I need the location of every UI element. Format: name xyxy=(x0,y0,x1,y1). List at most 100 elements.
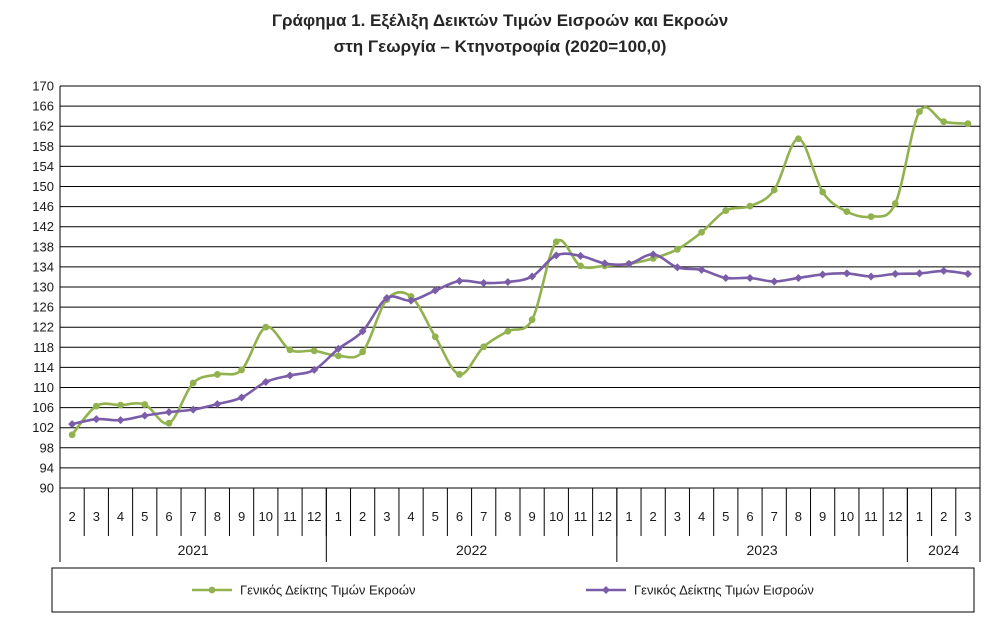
x-tick-label: 2 xyxy=(68,509,75,524)
data-point xyxy=(116,416,125,425)
x-tick-label: 12 xyxy=(598,509,612,524)
gridlines xyxy=(60,85,980,489)
x-tick-label: 9 xyxy=(238,509,245,524)
data-point xyxy=(480,343,488,351)
y-tick-label: 94 xyxy=(40,460,54,475)
year-label: 2024 xyxy=(928,542,959,558)
x-tick-label: 8 xyxy=(795,509,802,524)
data-point xyxy=(92,402,100,410)
x-tick-label: 11 xyxy=(864,509,878,524)
data-point xyxy=(189,379,197,387)
y-tick-label: 110 xyxy=(33,380,54,395)
data-point xyxy=(382,294,391,303)
data-point xyxy=(577,262,584,270)
y-tick-label: 118 xyxy=(33,340,54,355)
legend-label: Γενικός Δείκτης Τιμών Εκροών xyxy=(240,583,416,598)
data-point xyxy=(528,316,536,324)
data-point xyxy=(503,277,512,286)
y-tick-label: 150 xyxy=(32,179,54,194)
data-point xyxy=(407,293,415,300)
data-point xyxy=(843,208,851,216)
data-point xyxy=(92,415,101,424)
x-tick-label: 4 xyxy=(698,509,705,524)
x-tick-label: 6 xyxy=(456,509,463,524)
data-point xyxy=(600,259,609,268)
legend-marker xyxy=(208,586,216,594)
data-point xyxy=(746,202,754,210)
data-point xyxy=(479,278,488,287)
data-point xyxy=(770,186,778,194)
series-line-1 xyxy=(71,105,968,436)
data-point xyxy=(261,377,270,386)
data-point xyxy=(916,108,923,116)
plot-area xyxy=(68,105,972,439)
data-point xyxy=(286,346,294,354)
legend: Γενικός Δείκτης Τιμών Εκροών Γενικός Δείκ… xyxy=(51,567,975,613)
x-tick-label: 2 xyxy=(359,509,366,524)
data-point xyxy=(697,265,706,274)
y-axis: 9094981021061101141181221261301341381421… xyxy=(32,79,981,562)
x-tick-label: 10 xyxy=(259,509,273,524)
data-point xyxy=(238,366,245,374)
x-tick-label: 3 xyxy=(964,509,971,524)
x-tick-label: 1 xyxy=(625,509,632,524)
x-tick-label: 12 xyxy=(307,509,321,524)
data-point xyxy=(842,269,851,278)
data-point xyxy=(795,135,802,143)
data-point xyxy=(819,188,827,196)
x-tick-label: 8 xyxy=(504,509,511,524)
y-tick-label: 106 xyxy=(32,400,54,415)
x-tick-label: 11 xyxy=(574,509,588,524)
data-point xyxy=(649,254,657,262)
data-point xyxy=(673,245,681,253)
x-axis: 2 3 4 5 6 7 8 9 10 11 12 1 2 3 4 5 6 7 8 9 10 11 12 1 2 3 4 5 6 7 8 9 10… xyxy=(59,488,981,562)
data-point xyxy=(818,270,827,279)
data-point xyxy=(576,251,585,260)
x-tick-label: 3 xyxy=(383,509,390,524)
chart-title-line-1: Γράφημα 1. Εξέλιξη Δεικτών Τιμών Εισροών… xyxy=(271,11,729,30)
year-label: 2022 xyxy=(456,542,487,558)
y-tick-label: 162 xyxy=(32,119,54,134)
data-point xyxy=(140,411,149,420)
data-point xyxy=(310,365,319,374)
data-point xyxy=(964,120,972,128)
data-point xyxy=(528,272,537,281)
y-tick-label: 122 xyxy=(32,320,54,335)
data-point xyxy=(552,251,561,260)
y-tick-label: 130 xyxy=(32,280,54,295)
data-point xyxy=(649,250,658,259)
data-point xyxy=(431,333,439,341)
data-point xyxy=(794,273,803,282)
x-tick-label: 11 xyxy=(283,509,297,524)
data-point xyxy=(359,348,367,356)
y-tick-label: 170 xyxy=(32,79,54,94)
data-point xyxy=(431,286,440,295)
data-point xyxy=(286,371,294,380)
data-point xyxy=(310,347,318,355)
data-point xyxy=(504,327,512,335)
legend-label: Γενικός Δείκτης Τιμών Εισροών xyxy=(634,583,814,598)
y-tick-label: 154 xyxy=(32,159,54,174)
x-tick-label: 6 xyxy=(165,509,172,524)
x-tick-label: 5 xyxy=(722,509,729,524)
x-tick-label: 10 xyxy=(549,509,563,524)
data-point xyxy=(117,401,124,409)
x-tick-label: 9 xyxy=(819,509,826,524)
data-point xyxy=(624,259,633,268)
data-point xyxy=(165,419,173,427)
data-point xyxy=(335,352,342,360)
data-point xyxy=(721,273,730,282)
data-point xyxy=(867,213,875,221)
x-tick-label: 4 xyxy=(117,509,124,524)
data-point xyxy=(939,266,948,275)
legend-box xyxy=(51,567,975,613)
x-tick-label: 8 xyxy=(214,509,221,524)
series-line-2 xyxy=(71,252,969,426)
data-point xyxy=(770,277,779,286)
x-tick-label: 10 xyxy=(840,509,854,524)
data-point xyxy=(164,408,173,417)
x-tick-label: 2 xyxy=(940,509,947,524)
data-point xyxy=(262,323,270,331)
year-label: 2023 xyxy=(747,542,778,558)
